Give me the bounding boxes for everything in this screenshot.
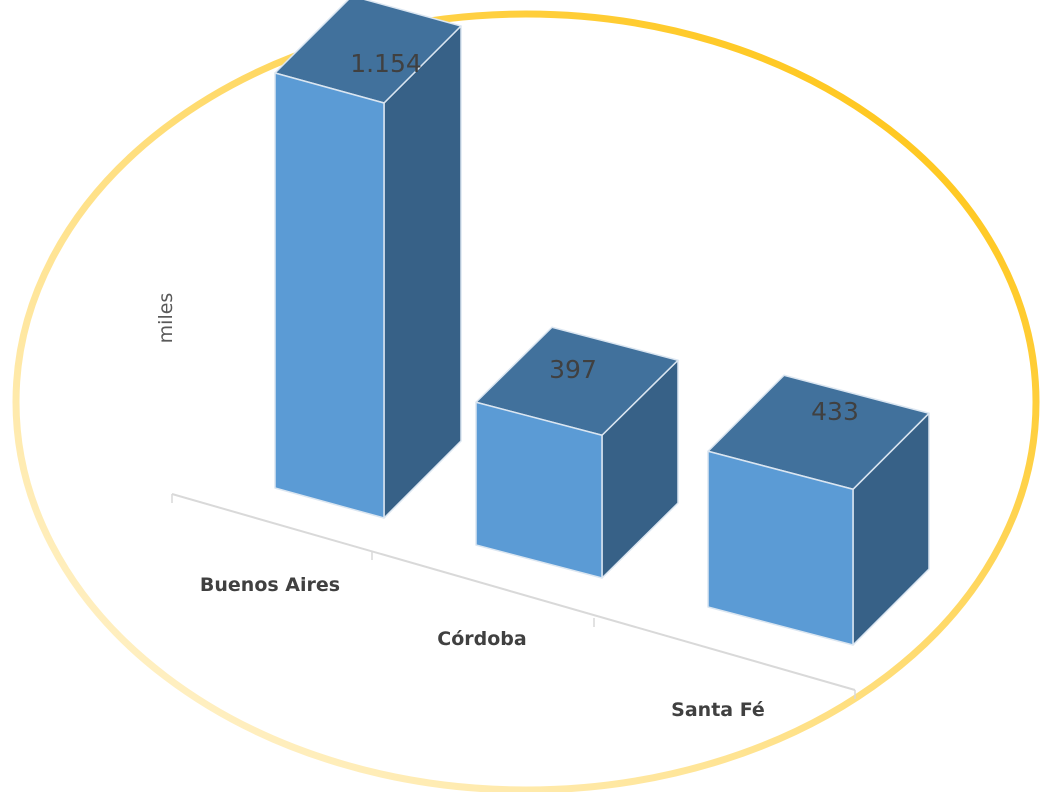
data-label-cordoba: 397 <box>549 355 597 384</box>
bar-santa-fe <box>707 374 930 646</box>
category-label-buenos-aires: Buenos Aires <box>200 574 340 596</box>
data-label-santa-fe: 433 <box>811 397 859 426</box>
bar-side-buenos-aires <box>383 25 462 519</box>
y-axis-title: miles <box>155 293 177 344</box>
bar-front-santa-fe <box>707 450 854 646</box>
bar-front-cordoba <box>475 401 603 579</box>
category-label-cordoba: Córdoba <box>437 628 526 650</box>
ellipse-frame <box>12 10 1040 792</box>
bars-layer <box>274 0 930 646</box>
bar-front-buenos-aires <box>274 72 385 519</box>
bar-buenos-aires <box>274 0 462 519</box>
category-label-santa-fe: Santa Fé <box>671 699 765 721</box>
floor-axis <box>171 493 856 691</box>
bar-cordoba <box>475 326 679 579</box>
data-label-buenos-aires: 1.154 <box>350 49 422 78</box>
